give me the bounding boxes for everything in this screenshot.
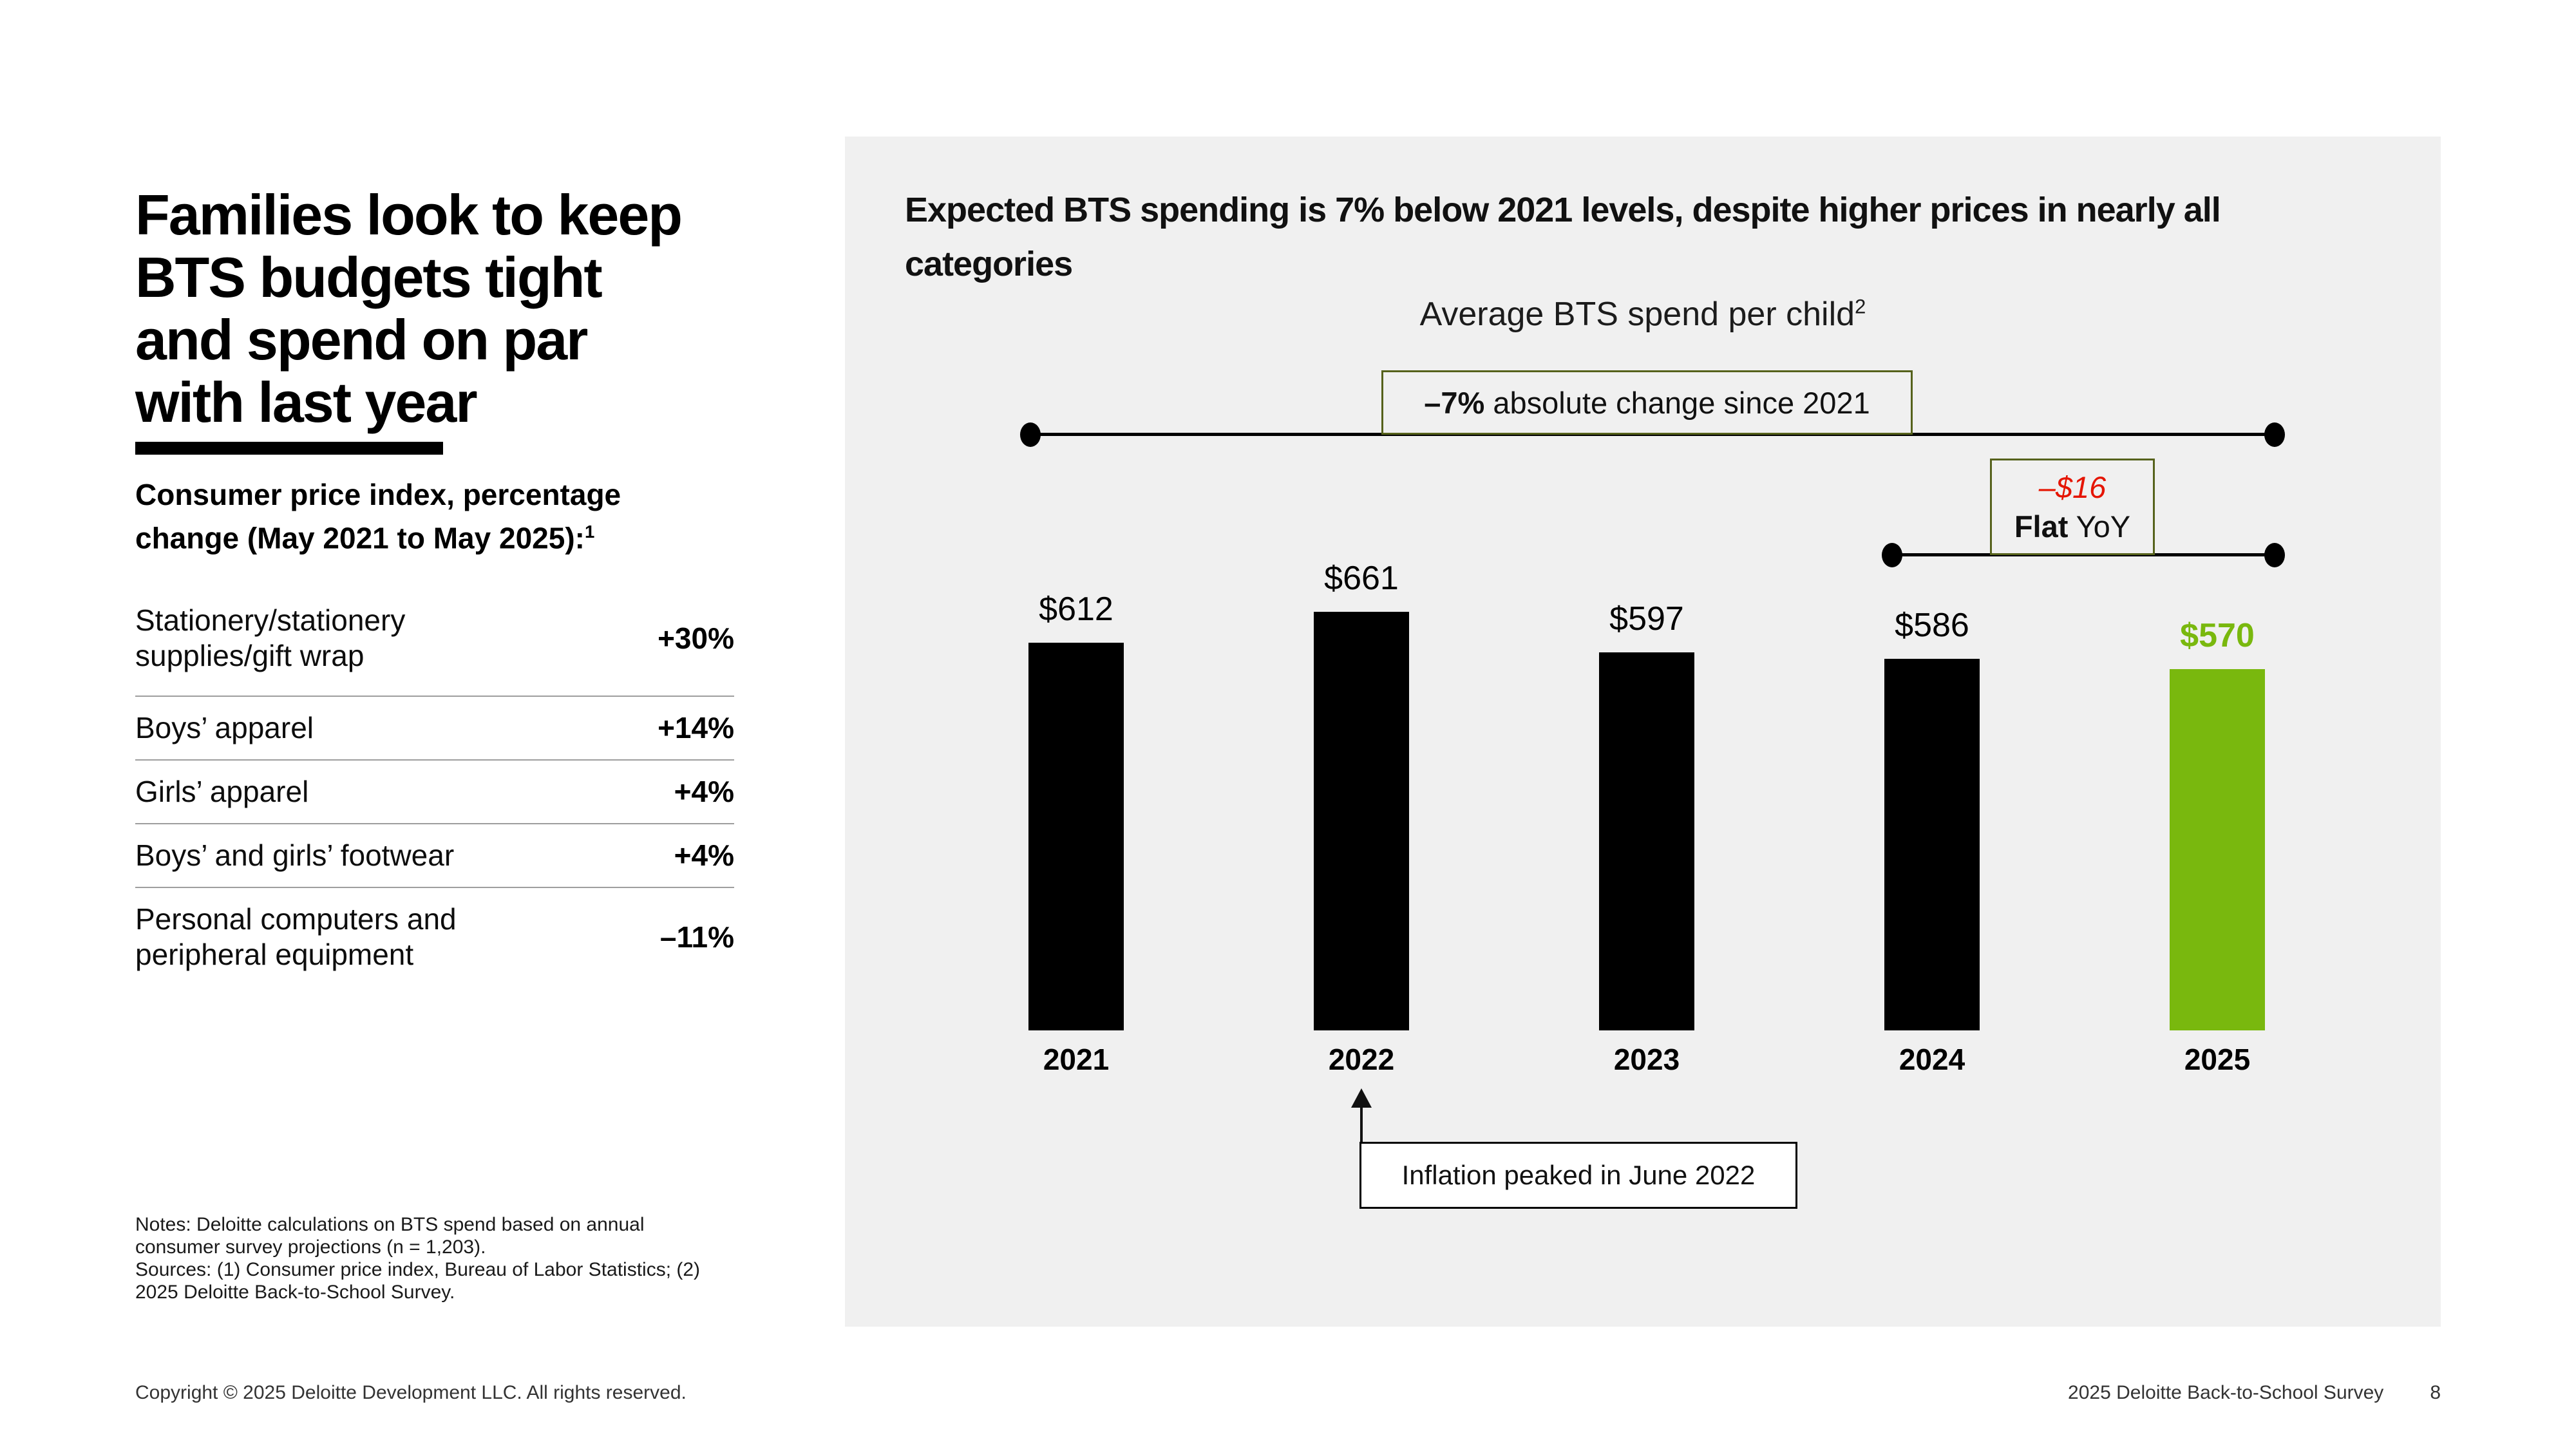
yoy-delta-value: –$16 xyxy=(2038,470,2107,504)
cpi-table-row: Boys’ apparel +14% xyxy=(135,697,734,761)
bar-2025 xyxy=(2170,669,2265,1030)
bar-value-label-2021: $612 xyxy=(1039,591,1113,628)
page-number: 8 xyxy=(2430,1382,2441,1403)
chart-heading: Expected BTS spending is 7% below 2021 l… xyxy=(905,191,2221,283)
cpi-row-label: Boys’ apparel xyxy=(135,711,314,744)
cpi-row-value: +4% xyxy=(674,775,734,808)
notes-text: Notes: Deloitte calculations on BTS spen… xyxy=(135,1214,701,1303)
inflation-arrow-head-icon xyxy=(1351,1088,1372,1108)
cpi-row-value: +14% xyxy=(658,711,734,744)
chart-subtitle: Average BTS spend per child2 xyxy=(845,295,2441,334)
cpi-row-label: Stationery/stationery supplies/gift wrap xyxy=(135,603,406,672)
cpi-table-row: Boys’ and girls’ footwear +4% xyxy=(135,824,734,888)
bar-2022 xyxy=(1314,612,1409,1030)
footer-source-text: 2025 Deloitte Back-to-School Survey xyxy=(2068,1382,2384,1403)
cpi-table-row: Girls’ apparel +4% xyxy=(135,761,734,824)
yoy-annotation-box: –$16 Flat YoY xyxy=(1990,459,2155,555)
cpi-table-row: Stationery/stationery supplies/gift wrap… xyxy=(135,581,734,697)
axis-label-2025: 2025 xyxy=(2184,1043,2251,1076)
axis-label-2022: 2022 xyxy=(1328,1043,1395,1076)
axis-label-2021: 2021 xyxy=(1043,1043,1110,1076)
cpi-heading: Consumer price index, percentage change … xyxy=(135,477,779,556)
total-change-annotation-box: –7% absolute change since 2021 xyxy=(1381,370,1913,435)
page-title: Families look to keep BTS budgets tight … xyxy=(135,182,683,434)
bars: $612 2021 $661 2022 $597 2023 $586 2024 $570 2025 xyxy=(845,137,2441,1327)
yoy-flat-text: Flat YoY xyxy=(2014,509,2130,544)
cpi-row-value: +30% xyxy=(658,621,734,655)
cpi-table-row: Personal computers and peripheral equipm… xyxy=(135,888,734,986)
bar-2021 xyxy=(1028,643,1124,1030)
bar-2023 xyxy=(1599,652,1694,1030)
axis-label-2023: 2023 xyxy=(1613,1043,1680,1076)
cpi-heading-footnote-marker: 1 xyxy=(584,522,595,542)
chart-panel: Expected BTS spending is 7% below 2021 l… xyxy=(845,137,2441,1327)
yoy-flat-word: Flat xyxy=(2014,509,2069,544)
total-change-annotation-text: –7% absolute change since 2021 xyxy=(1424,385,1870,421)
cpi-row-label: Personal computers and peripheral equipm… xyxy=(135,902,457,971)
chart-subtitle-footnote-marker: 2 xyxy=(1855,295,1866,318)
bar-value-label-2023: $597 xyxy=(1609,600,1684,638)
bar-2024 xyxy=(1884,659,1980,1030)
line-endpoint-dot-2021 xyxy=(1020,422,1041,447)
line-endpoint-dot-2025-short xyxy=(2264,543,2285,567)
axis-label-2024: 2024 xyxy=(1899,1043,1965,1076)
bar-value-label-2022: $661 xyxy=(1324,560,1399,597)
cpi-row-label: Boys’ and girls’ footwear xyxy=(135,838,455,872)
line-endpoint-dot-2024 xyxy=(1882,543,1902,567)
cpi-row-label: Girls’ apparel xyxy=(135,775,309,808)
title-divider-bar xyxy=(135,442,443,455)
inflation-note-text: Inflation peaked in June 2022 xyxy=(1401,1160,1756,1190)
bar-value-label-2024: $586 xyxy=(1895,607,1969,644)
cpi-table: Stationery/stationery supplies/gift wrap… xyxy=(135,581,734,986)
cpi-heading-text: Consumer price index, percentage change … xyxy=(135,478,621,555)
bar-value-label-2025: $570 xyxy=(2180,617,2255,654)
cpi-row-value: –11% xyxy=(659,920,734,954)
total-change-label: absolute change since 2021 xyxy=(1484,385,1870,420)
footer-right: 2025 Deloitte Back-to-School Survey 8 xyxy=(2068,1382,2441,1404)
line-endpoint-dot-2025 xyxy=(2264,422,2285,447)
total-change-value: –7% xyxy=(1424,385,1485,420)
chart-subtitle-text: Average BTS spend per child xyxy=(1419,296,1855,333)
yoy-flat-rest: YoY xyxy=(2068,509,2131,544)
cpi-row-value: +4% xyxy=(674,838,734,872)
inflation-note-box: Inflation peaked in June 2022 xyxy=(1359,1142,1797,1209)
inflation-arrow-shaft xyxy=(1360,1106,1363,1144)
copyright-text: Copyright © 2025 Deloitte Development LL… xyxy=(135,1382,687,1403)
